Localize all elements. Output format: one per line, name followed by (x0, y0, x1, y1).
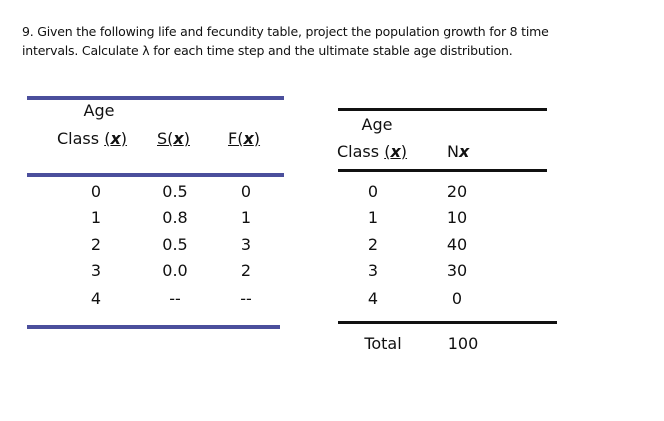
fecundity-cell: -- (240, 289, 252, 308)
pop-age-header: Age (361, 115, 393, 134)
age-class-cell: 4 (90, 289, 102, 308)
nx-cell: 40 (446, 235, 468, 254)
pop-col-header-nx: Nx (447, 142, 470, 161)
nx-cell: 10 (446, 208, 468, 227)
pop-table-bottom-rule (338, 321, 557, 324)
nx-cell: 20 (446, 182, 468, 201)
nx-cell: 30 (446, 261, 468, 280)
table-top-rule (27, 96, 284, 100)
fecundity-cell: 1 (240, 208, 252, 227)
col-header-fx: F(x) (228, 129, 261, 148)
pop-table-top-rule (338, 108, 547, 111)
question-line-1: 9. Given the following life and fecundit… (22, 24, 549, 39)
survival-cell: 0.8 (162, 208, 188, 227)
age-header: Age (83, 101, 115, 120)
col-header-class: Class (x) (57, 129, 128, 148)
age-class-cell: 2 (90, 235, 102, 254)
total-value: 100 (447, 334, 479, 353)
pop-age-class-cell: 4 (367, 289, 379, 308)
age-class-cell: 1 (90, 208, 102, 227)
fecundity-cell: 2 (240, 261, 252, 280)
survival-cell: -- (169, 289, 181, 308)
survival-cell: 0.0 (162, 261, 188, 280)
table-bottom-rule (27, 325, 280, 329)
pop-age-class-cell: 0 (367, 182, 379, 201)
col-header-sx: S(x) (157, 129, 190, 148)
table-header-rule (27, 173, 284, 177)
survival-cell: 0.5 (162, 235, 188, 254)
survival-cell: 0.5 (162, 182, 188, 201)
fecundity-cell: 3 (240, 235, 252, 254)
total-label: Total (364, 334, 402, 353)
nx-cell: 0 (451, 289, 463, 308)
pop-age-class-cell: 3 (367, 261, 379, 280)
age-class-cell: 0 (90, 182, 102, 201)
pop-age-class-cell: 2 (367, 235, 379, 254)
age-class-cell: 3 (90, 261, 102, 280)
fecundity-cell: 0 (240, 182, 252, 201)
pop-col-header-class: Class (x) (337, 142, 408, 161)
pop-age-class-cell: 1 (367, 208, 379, 227)
question-line-2: intervals. Calculate λ for each time ste… (22, 43, 513, 58)
pop-table-header-rule (338, 169, 547, 172)
